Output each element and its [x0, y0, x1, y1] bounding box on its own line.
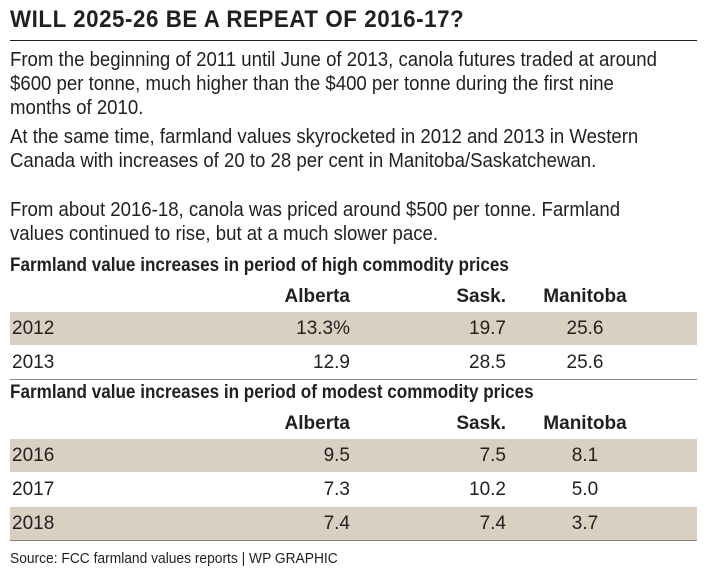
cell-sask: 28.5 — [469, 351, 506, 373]
cell-alberta: 12.9 — [313, 351, 350, 373]
cell-manitoba: 5.0 — [571, 478, 599, 500]
row-year: 2018 — [12, 512, 55, 534]
header-alberta: Alberta — [284, 413, 350, 434]
table-modest-header: Alberta Sask. Manitoba — [10, 411, 697, 437]
cell-sask: 19.7 — [469, 317, 506, 339]
header-manitoba: Manitoba — [543, 286, 627, 307]
table-divider — [10, 540, 697, 541]
paragraph-3: From about 2016-18, canola was priced ar… — [10, 199, 621, 245]
cell-alberta: 13.3% — [296, 317, 350, 339]
paragraph-1: From the beginning of 2011 until June of… — [10, 49, 657, 119]
header-sask: Sask. — [456, 413, 506, 434]
table-modest-title: Farmland value increases in period of mo… — [10, 382, 534, 403]
headline-rule — [10, 40, 697, 41]
table-row: 2013 12.9 28.5 25.6 — [10, 346, 697, 379]
row-year: 2013 — [12, 351, 55, 373]
table-divider — [10, 379, 697, 380]
header-sask: Sask. — [456, 286, 506, 307]
row-year: 2012 — [12, 317, 55, 339]
cell-alberta: 7.4 — [323, 512, 350, 534]
cell-alberta: 9.5 — [323, 444, 350, 466]
cell-sask: 10.2 — [469, 478, 506, 500]
cell-manitoba: 3.7 — [571, 512, 599, 534]
table-row: 2017 7.3 10.2 5.0 — [10, 473, 697, 506]
table-row: 2018 7.4 7.4 3.7 — [10, 507, 697, 540]
cell-sask: 7.5 — [479, 444, 506, 466]
cell-manitoba: 25.6 — [566, 317, 604, 339]
cell-alberta: 7.3 — [323, 478, 350, 500]
cell-manitoba: 8.1 — [571, 444, 599, 466]
cell-sask: 7.4 — [479, 512, 506, 534]
row-year: 2017 — [12, 478, 55, 500]
table-high-title: Farmland value increases in period of hi… — [10, 255, 509, 276]
source-credit: Source: FCC farmland values reports | WP… — [10, 550, 338, 567]
headline: WILL 2025-26 BE A REPEAT OF 2016-17? — [10, 6, 465, 33]
table-row: 2016 9.5 7.5 8.1 — [10, 439, 697, 472]
cell-manitoba: 25.6 — [566, 351, 604, 373]
header-manitoba: Manitoba — [543, 413, 627, 434]
paragraph-2: At the same time, farmland values skyroc… — [10, 126, 639, 172]
row-year: 2016 — [12, 444, 55, 466]
header-alberta: Alberta — [284, 286, 350, 307]
table-high-header: Alberta Sask. Manitoba — [10, 284, 697, 310]
table-row: 2012 13.3% 19.7 25.6 — [10, 312, 697, 345]
